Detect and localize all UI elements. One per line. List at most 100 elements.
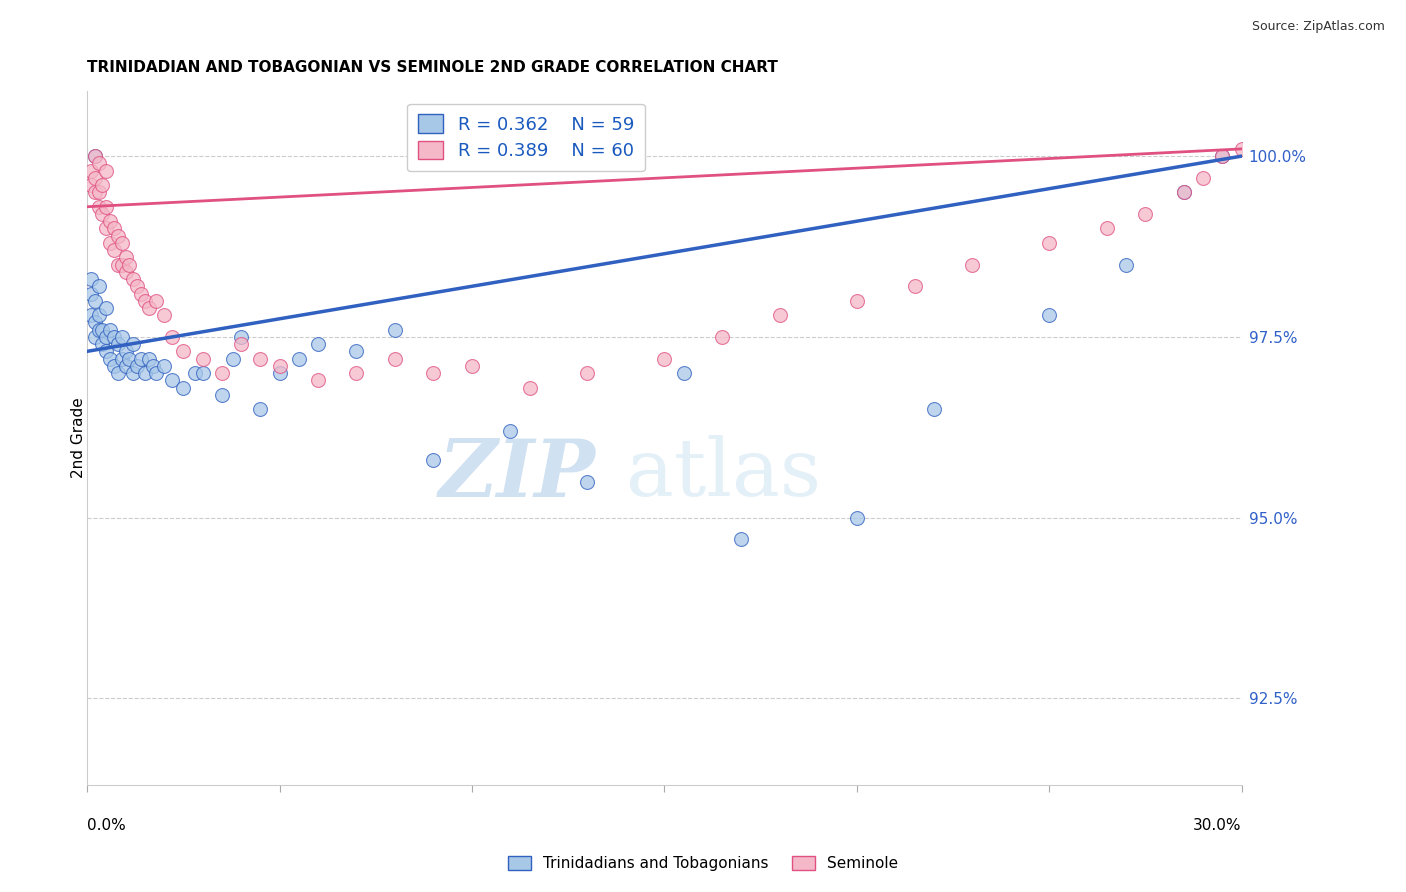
Point [730, 533, 752, 547]
Point [1173, 186, 1195, 200]
Point [83, 149, 105, 163]
Point [138, 301, 160, 315]
Point [127, 359, 149, 373]
Point [111, 258, 134, 272]
Point [184, 366, 207, 380]
Text: ZIP: ZIP [439, 435, 595, 513]
Point [346, 344, 368, 359]
Point [1250, 149, 1272, 163]
Point [307, 373, 329, 387]
Point [96, 163, 118, 178]
Point [1095, 221, 1118, 235]
Point [138, 351, 160, 366]
Point [1173, 186, 1195, 200]
Point [153, 308, 176, 322]
Point [98, 235, 121, 250]
Point [1038, 235, 1060, 250]
Point [98, 214, 121, 228]
Point [80, 286, 103, 301]
Point [845, 510, 868, 524]
Point [87, 279, 110, 293]
Point [384, 323, 406, 337]
Point [107, 228, 129, 243]
Point [127, 279, 149, 293]
Point [1211, 149, 1233, 163]
Point [114, 251, 136, 265]
Point [114, 344, 136, 359]
Point [145, 293, 167, 308]
Point [191, 351, 214, 366]
Point [1115, 258, 1137, 272]
Point [91, 178, 114, 192]
Point [1211, 149, 1233, 163]
Text: 30.0%: 30.0% [1194, 818, 1241, 833]
Point [129, 286, 152, 301]
Point [249, 351, 271, 366]
Point [222, 351, 245, 366]
Point [83, 186, 105, 200]
Point [114, 265, 136, 279]
Point [191, 366, 214, 380]
Point [96, 301, 118, 315]
Text: 0.0%: 0.0% [87, 818, 125, 833]
Point [83, 315, 105, 329]
Point [96, 200, 118, 214]
Point [962, 258, 984, 272]
Point [122, 337, 145, 351]
Point [422, 366, 444, 380]
Point [269, 366, 291, 380]
Point [96, 221, 118, 235]
Point [499, 424, 522, 438]
Point [172, 380, 194, 394]
Point [461, 359, 484, 373]
Point [346, 366, 368, 380]
Text: atlas: atlas [626, 435, 821, 513]
Point [80, 308, 103, 322]
Point [654, 351, 676, 366]
Point [91, 207, 114, 221]
Point [845, 293, 868, 308]
Point [103, 243, 125, 257]
Point [307, 337, 329, 351]
Point [111, 235, 134, 250]
Point [576, 366, 599, 380]
Legend: Trinidadians and Tobagonians, Seminole: Trinidadians and Tobagonians, Seminole [502, 849, 904, 877]
Text: Source: ZipAtlas.com: Source: ZipAtlas.com [1251, 20, 1385, 33]
Point [103, 330, 125, 344]
Point [145, 366, 167, 380]
Point [111, 351, 134, 366]
Point [672, 366, 695, 380]
Point [87, 200, 110, 214]
Text: TRINIDADIAN AND TOBAGONIAN VS SEMINOLE 2ND GRADE CORRELATION CHART: TRINIDADIAN AND TOBAGONIAN VS SEMINOLE 2… [87, 60, 778, 75]
Point [87, 186, 110, 200]
Point [172, 344, 194, 359]
Point [118, 351, 141, 366]
Point [114, 359, 136, 373]
Legend: R = 0.362    N = 59, R = 0.389    N = 60: R = 0.362 N = 59, R = 0.389 N = 60 [406, 103, 645, 171]
Point [249, 402, 271, 417]
Point [98, 323, 121, 337]
Point [711, 330, 734, 344]
Point [153, 359, 176, 373]
Point [903, 279, 925, 293]
Point [98, 351, 121, 366]
Point [96, 330, 118, 344]
Point [96, 344, 118, 359]
Point [134, 293, 156, 308]
Point [107, 337, 129, 351]
Point [118, 258, 141, 272]
Point [103, 359, 125, 373]
Point [80, 163, 103, 178]
Point [1230, 142, 1253, 156]
Point [384, 351, 406, 366]
Point [91, 337, 114, 351]
Point [422, 452, 444, 467]
Point [229, 330, 252, 344]
Point [83, 170, 105, 185]
Point [1192, 170, 1215, 185]
Point [229, 337, 252, 351]
Point [1135, 207, 1157, 221]
Point [122, 272, 145, 286]
Point [134, 366, 156, 380]
Point [80, 178, 103, 192]
